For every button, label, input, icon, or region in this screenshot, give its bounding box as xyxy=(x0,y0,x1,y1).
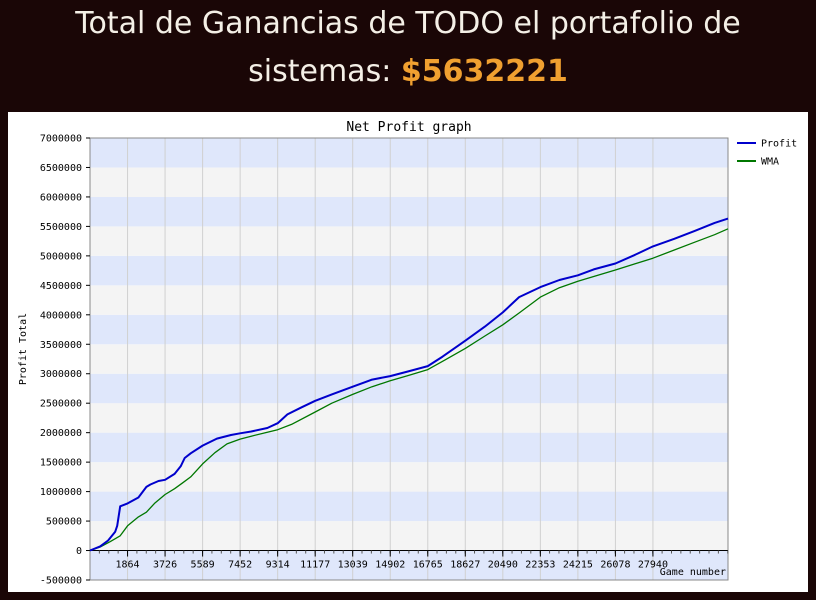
y-tick-label: 6500000 xyxy=(40,163,82,174)
y-tick-label: 7000000 xyxy=(40,134,82,145)
grid-band xyxy=(90,226,728,256)
x-tick-label: 7452 xyxy=(228,560,252,571)
series-line-wma xyxy=(89,228,729,552)
y-tick-label: 4000000 xyxy=(40,310,82,321)
grid-band xyxy=(90,462,728,492)
x-tick-label: 3726 xyxy=(153,560,177,571)
legend: Profit WMA xyxy=(737,139,797,168)
y-tick-label: 6000000 xyxy=(40,192,82,203)
x-tick-label: 26078 xyxy=(600,560,630,571)
y-tick-label: 2000000 xyxy=(40,428,82,439)
y-tick-label: 1500000 xyxy=(40,458,82,469)
chart-title: Net Profit graph xyxy=(346,120,471,135)
x-tick-label: 22353 xyxy=(525,560,555,571)
y-tick-label: -500000 xyxy=(40,576,82,587)
grid-band xyxy=(90,432,728,463)
x-tick-label: 16765 xyxy=(413,560,443,571)
grid-band xyxy=(90,373,728,404)
x-tick-label: 9314 xyxy=(266,560,290,571)
y-tick-label: 0 xyxy=(76,546,82,557)
headline-line-1: Total de Ganancias de TODO el portafolio… xyxy=(75,6,741,41)
x-tick-label: 27940 xyxy=(638,560,668,571)
series-line-profit xyxy=(89,217,729,552)
y-tick-label: 5500000 xyxy=(40,222,82,233)
y-tick-label: 3500000 xyxy=(40,340,82,351)
grid-band xyxy=(90,550,728,580)
y-tick-label: 1000000 xyxy=(40,487,82,498)
grid-band xyxy=(90,285,728,315)
grid-band xyxy=(90,138,728,168)
grid-band xyxy=(90,344,728,374)
x-tick-label: 14902 xyxy=(375,560,405,571)
y-tick-label: 2500000 xyxy=(40,399,82,410)
headline: Total de Ganancias de TODO el portafolio… xyxy=(0,0,816,110)
grid-band xyxy=(90,167,728,197)
headline-line-2: sistemas: $5632221 xyxy=(248,54,568,89)
grid-band xyxy=(90,255,728,286)
total-profit-amount: $5632221 xyxy=(400,54,568,89)
x-tick-label: 24215 xyxy=(563,560,593,571)
x-tick-label: 13039 xyxy=(338,560,368,571)
x-tick-label: 11177 xyxy=(300,560,330,571)
x-tick-label: 5589 xyxy=(191,560,215,571)
grid-band xyxy=(90,491,728,522)
y-tick-label: 4500000 xyxy=(40,281,82,292)
grid-band xyxy=(90,403,728,433)
y-tick-label: 3000000 xyxy=(40,369,82,380)
plot-border xyxy=(89,137,729,581)
net-profit-chart: -500000 0 500000 1000000 1500000 2000000 25000… xyxy=(18,120,797,587)
grid-band xyxy=(90,521,728,551)
legend-label-profit: Profit xyxy=(761,139,797,150)
headline-prefix: sistemas: xyxy=(248,54,392,89)
x-tick-label: 1864 xyxy=(116,560,140,571)
x-axis-label: Game number xyxy=(660,567,726,578)
chart-panel: -500000 0 500000 1000000 1500000 2000000 25000… xyxy=(8,112,808,592)
x-tick-label: 18627 xyxy=(450,560,480,571)
y-tick-label: 5000000 xyxy=(40,251,82,262)
x-tick-label: 20490 xyxy=(488,560,518,571)
y-axis-label: Profit Total xyxy=(18,313,29,385)
y-tick-label: 500000 xyxy=(46,517,82,528)
grid-band xyxy=(90,196,728,227)
legend-label-wma: WMA xyxy=(761,157,779,168)
grid-band xyxy=(90,314,728,345)
